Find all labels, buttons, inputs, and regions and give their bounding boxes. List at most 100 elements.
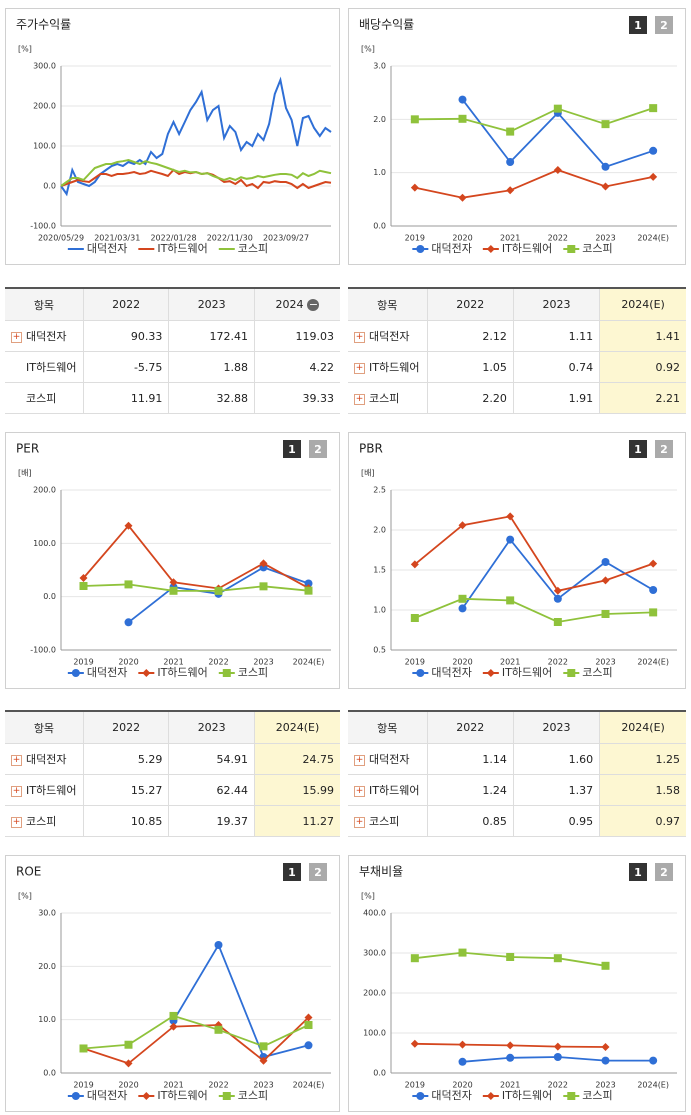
series-line bbox=[414, 597, 654, 623]
cell-text: 1.11 bbox=[568, 329, 594, 343]
cell-text: 1.37 bbox=[568, 783, 594, 797]
data-point bbox=[553, 166, 562, 174]
x-tick-label: 2019 bbox=[73, 1081, 93, 1090]
x-tick-label: 2023 bbox=[595, 658, 615, 667]
header-row: 항목 2022 2023 2024− bbox=[5, 288, 340, 321]
cell-text: 10.85 bbox=[130, 814, 163, 828]
pager-button[interactable] bbox=[309, 863, 327, 881]
y-tick-label: 0.0 bbox=[373, 1069, 386, 1078]
y-tick-label: 0.5 bbox=[373, 646, 386, 655]
table-cell: 0.97 bbox=[599, 805, 686, 837]
header-text: 항목 bbox=[377, 298, 398, 312]
expand-icon[interactable]: + bbox=[354, 362, 365, 374]
chart-title: PBR bbox=[359, 442, 383, 456]
header-cell: 2023 bbox=[168, 711, 255, 744]
data-point bbox=[259, 1042, 268, 1051]
table-cell: 1.37 bbox=[512, 774, 600, 806]
pager-button[interactable] bbox=[309, 440, 327, 458]
data-point bbox=[214, 1025, 223, 1034]
cell-text: 19.37 bbox=[216, 814, 248, 828]
x-tick-label: 2024(E) bbox=[637, 658, 669, 667]
cell-text: 대덕전자 bbox=[369, 753, 410, 766]
header-text: 항목 bbox=[377, 721, 398, 735]
legend-marker bbox=[71, 669, 80, 677]
header-cell: 2022 bbox=[426, 711, 514, 744]
header-text: 2023 bbox=[542, 721, 571, 734]
cell-text: IT하드웨어 bbox=[369, 784, 420, 797]
x-tick-label: 2021 bbox=[163, 658, 183, 667]
y-tick-label: 200.0 bbox=[33, 486, 56, 495]
data-point bbox=[506, 953, 515, 961]
table-cell: + IT하드웨어 bbox=[348, 351, 428, 383]
header-text: 2022 bbox=[456, 298, 485, 311]
expand-icon[interactable]: + bbox=[11, 785, 22, 797]
cell-text: IT하드웨어 bbox=[26, 784, 77, 797]
data-point bbox=[601, 961, 610, 970]
legend-item: IT하드웨어 bbox=[482, 665, 552, 679]
data-point bbox=[458, 948, 467, 957]
y-tick-label: 0.0 bbox=[373, 222, 386, 231]
cell-text: 39.33 bbox=[302, 391, 335, 405]
data-point bbox=[169, 1011, 178, 1020]
expand-icon[interactable]: + bbox=[11, 816, 22, 828]
pager-button[interactable] bbox=[629, 863, 647, 881]
pager-button[interactable] bbox=[629, 440, 647, 458]
y-tick-label: 400.0 bbox=[363, 909, 386, 918]
expand-icon[interactable]: + bbox=[11, 331, 22, 343]
pager-button[interactable] bbox=[655, 16, 673, 34]
cell-text: 코스피 bbox=[369, 815, 400, 828]
series-line bbox=[414, 515, 654, 592]
y-tick-label: 100.0 bbox=[33, 142, 56, 151]
data-point bbox=[124, 1059, 133, 1068]
data-point bbox=[169, 578, 178, 587]
data-point bbox=[259, 1056, 268, 1065]
pager-label: 1 bbox=[634, 443, 642, 456]
table-cell: 0.92 bbox=[599, 351, 686, 383]
expand-icon[interactable]: + bbox=[354, 331, 365, 343]
expand-icon[interactable]: + bbox=[354, 785, 365, 797]
legend-label: 코스피 bbox=[582, 666, 612, 679]
header-cell: 항목 bbox=[5, 711, 84, 744]
pager-label: 2 bbox=[660, 866, 668, 879]
table-cell: 15.99 bbox=[253, 774, 340, 806]
expand-icon[interactable]: + bbox=[354, 754, 365, 766]
expand-icon[interactable]: + bbox=[11, 754, 22, 766]
table-cell: + 코스피 bbox=[5, 805, 84, 837]
data-point bbox=[601, 182, 610, 191]
pager-button[interactable] bbox=[629, 16, 647, 34]
table-cell: 1.41 bbox=[599, 320, 686, 352]
y-tick-label: 300.0 bbox=[33, 62, 56, 71]
data-point bbox=[124, 580, 133, 589]
cell-text: 54.91 bbox=[216, 752, 248, 766]
cell-text: 1.25 bbox=[655, 752, 681, 766]
data-point bbox=[79, 1044, 88, 1053]
expand-icon[interactable]: + bbox=[354, 393, 365, 405]
legend-label: IT하드웨어 bbox=[157, 241, 207, 255]
data-point bbox=[214, 941, 223, 949]
table-row: + 코스피 0.85 0.95 0.97 bbox=[348, 805, 686, 837]
y-tick-label: 2.0 bbox=[373, 115, 386, 124]
header-text: 2024(E) bbox=[621, 721, 665, 734]
pager-button[interactable] bbox=[283, 863, 301, 881]
header-row: 항목 2022 2023 2024(E) bbox=[5, 711, 340, 744]
table-cell: 11.91 bbox=[82, 382, 169, 414]
pager-button[interactable] bbox=[655, 863, 673, 881]
data-point bbox=[553, 954, 562, 963]
data-point bbox=[601, 576, 610, 585]
pager-button[interactable] bbox=[283, 440, 301, 458]
pager-label: 1 bbox=[288, 443, 296, 456]
table-cell: 39.33 bbox=[253, 382, 340, 414]
table-cell: 1.11 bbox=[512, 320, 600, 352]
data-point bbox=[553, 1053, 562, 1061]
pager-button[interactable] bbox=[655, 440, 673, 458]
legend-marker bbox=[486, 1092, 495, 1100]
header-text: 항목 bbox=[33, 298, 55, 312]
cell-text: 5.29 bbox=[137, 752, 163, 766]
header-text: 2024(E) bbox=[275, 721, 320, 734]
y-unit: [%] bbox=[18, 45, 32, 54]
chart-panel: ROE 1 2 [%] 0.0 10.0 20.0 30.0 2019 2020 2021 2022 2… bbox=[5, 855, 340, 1112]
expand-icon[interactable]: + bbox=[354, 816, 365, 828]
collapse-icon[interactable]: − bbox=[307, 298, 320, 311]
data-point bbox=[124, 521, 133, 530]
series-line bbox=[414, 107, 654, 133]
